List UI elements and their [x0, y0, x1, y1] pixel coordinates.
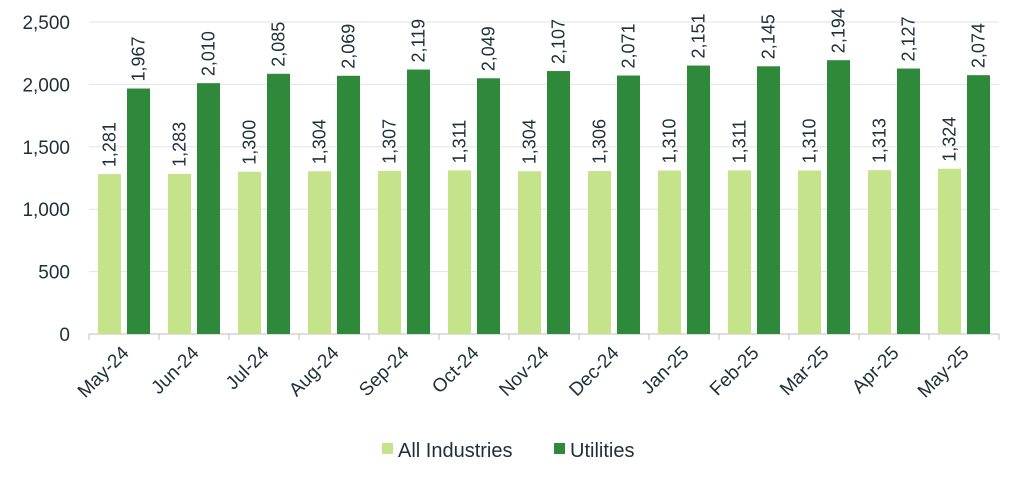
bar-utilities	[267, 73, 290, 335]
bar-all-industries	[238, 171, 261, 334]
data-label: 2,107	[549, 19, 569, 64]
bar-utilities	[197, 83, 220, 334]
bar-all-industries	[518, 171, 541, 334]
y-tick-label: 0	[59, 325, 70, 346]
y-tick-label: 2,500	[22, 13, 70, 34]
y-tick-label: 2,000	[22, 75, 70, 96]
data-label: 2,119	[409, 19, 429, 63]
bar-utilities	[477, 78, 500, 335]
x-tick-label: Mar-25	[776, 343, 833, 400]
bar-all-industries	[728, 170, 751, 334]
data-label: 2,069	[339, 24, 359, 69]
data-label: 1,967	[129, 36, 149, 81]
data-label: 2,127	[899, 17, 919, 62]
bar-utilities	[337, 75, 360, 334]
bar-all-industries	[308, 171, 331, 334]
data-label: 2,010	[199, 31, 219, 76]
bar-all-industries	[98, 174, 121, 334]
data-label: 2,151	[689, 14, 709, 59]
bar-utilities	[617, 75, 640, 335]
bar-all-industries	[448, 170, 471, 334]
x-tick-label: Aug-24	[285, 342, 343, 400]
x-tick-label: Jun-24	[148, 342, 204, 398]
data-label: 2,145	[759, 14, 779, 59]
legend-swatch	[554, 443, 565, 454]
data-label: 1,283	[170, 122, 190, 167]
data-label: 1,304	[520, 119, 540, 164]
data-label: 1,310	[660, 118, 680, 163]
x-tick-label: Dec-24	[565, 342, 623, 400]
bar-utilities	[827, 60, 850, 334]
data-label: 1,313	[870, 118, 890, 163]
bar-utilities	[967, 75, 990, 335]
x-tick-label: May-25	[914, 343, 974, 403]
data-label: 1,307	[380, 119, 400, 164]
data-label: 2,071	[619, 23, 639, 68]
data-label: 1,324	[940, 117, 960, 162]
legend-swatch	[382, 443, 393, 454]
data-label: 2,049	[479, 26, 499, 71]
legend-label: Utilities	[570, 440, 634, 462]
bar-utilities	[687, 65, 710, 334]
data-label: 2,074	[969, 23, 989, 68]
bar-utilities	[897, 68, 920, 334]
data-label: 1,281	[100, 122, 120, 167]
data-label: 1,311	[450, 120, 470, 164]
x-tick-label: Jul-24	[222, 342, 274, 394]
x-tick-label: Oct-24	[428, 342, 483, 397]
bar-all-industries	[378, 170, 401, 334]
y-tick-label: 1,000	[22, 200, 70, 221]
bar-utilities	[407, 69, 430, 334]
data-label: 2,085	[269, 22, 289, 67]
x-tick-label: Jan-25	[638, 343, 694, 399]
bar-all-industries	[658, 170, 681, 334]
bar-all-industries	[588, 171, 611, 334]
bar-all-industries	[868, 170, 891, 334]
bar-all-industries	[798, 170, 821, 334]
data-label: 1,306	[590, 119, 610, 164]
x-tick-label: May-24	[74, 342, 134, 402]
legend-label: All Industries	[398, 440, 513, 462]
bar-utilities	[127, 88, 150, 334]
x-tick-label: Nov-24	[495, 342, 553, 400]
bar-utilities	[757, 66, 780, 334]
x-tick-label: Feb-25	[706, 343, 763, 400]
data-label: 1,311	[730, 120, 750, 164]
bar-utilities	[547, 71, 570, 335]
x-tick-label: Sep-24	[355, 342, 413, 400]
y-tick-label: 1,500	[22, 138, 70, 159]
bar-all-industries	[938, 168, 961, 334]
data-label: 1,300	[240, 120, 260, 165]
x-tick-label: Apr-25	[848, 343, 903, 398]
data-label: 1,304	[310, 119, 330, 164]
data-label: 1,310	[800, 118, 820, 163]
data-label: 2,194	[829, 8, 849, 53]
y-tick-label: 500	[38, 263, 70, 284]
bar-all-industries	[168, 173, 191, 334]
